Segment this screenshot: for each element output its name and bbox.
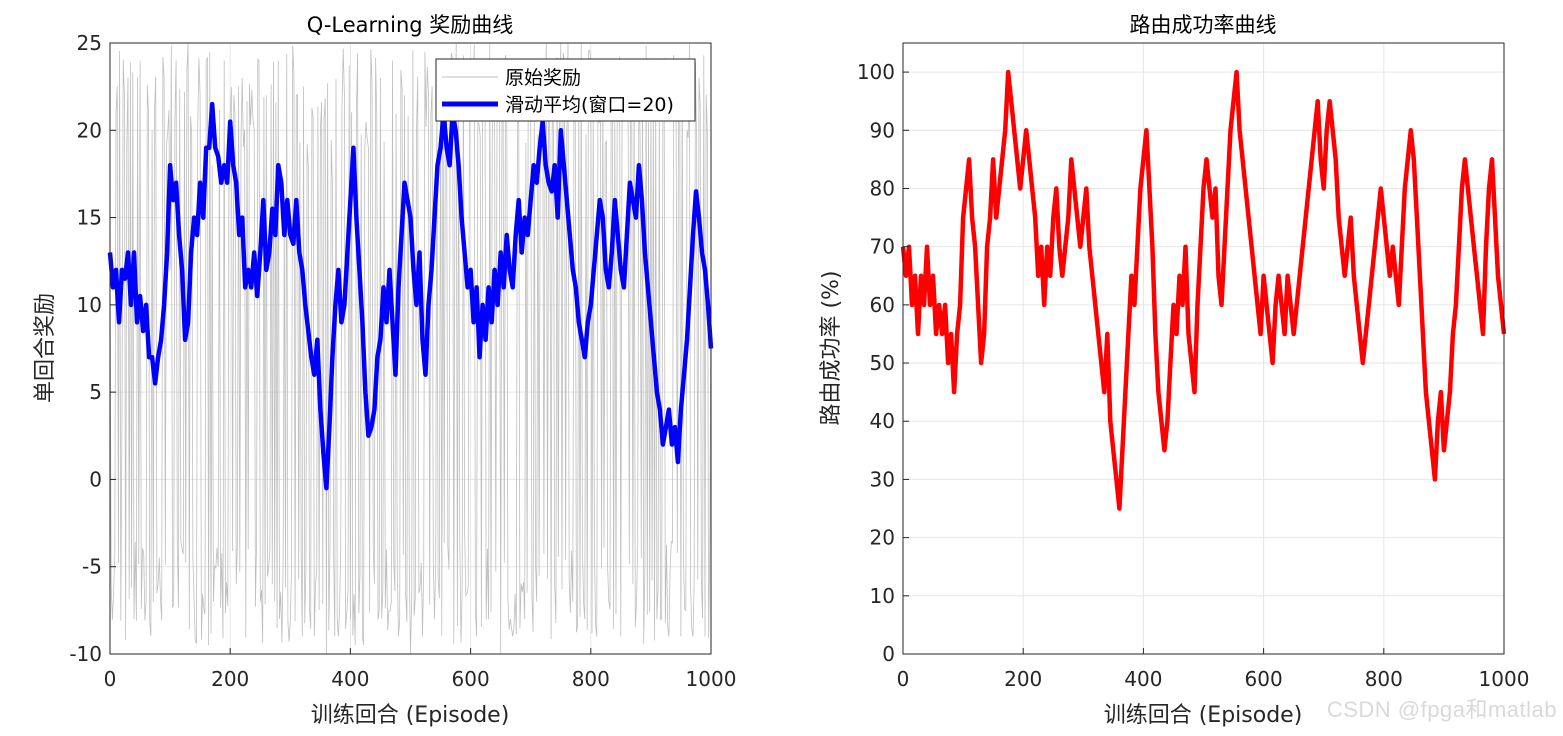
reward-ytick-label: -10 (69, 642, 102, 666)
reward-legend: 原始奖励 滑动平均(窗口=20) (435, 58, 696, 122)
success-ytick-label: 30 (870, 467, 895, 491)
success-ytick-label: 10 (870, 584, 895, 608)
reward-ytick-label: 5 (89, 380, 102, 404)
reward-ticks: 0 200 400 600 800 1000 -10 -5 0 5 10 15 20 25 (69, 31, 736, 691)
success-ytick-label: 80 (870, 176, 895, 200)
reward-xtick-label: 400 (331, 667, 369, 691)
success-grid (902, 43, 1505, 655)
reward-xtick-label: 200 (211, 667, 249, 691)
raw-reward-line (109, 42, 712, 655)
smoothed-reward-series (107, 101, 714, 491)
success-chart-title: 路由成功率曲线 (1130, 13, 1277, 37)
success-xtick-label: 200 (1004, 667, 1042, 691)
watermark: CSDN @fpga和matlab (1326, 697, 1557, 722)
success-xtick-label: 600 (1245, 667, 1283, 691)
success-ytick-label: 50 (870, 351, 895, 375)
reward-ytick-label: 20 (77, 118, 102, 142)
success-ytick-label: 0 (882, 642, 895, 666)
reward-xtick-label: 800 (572, 667, 610, 691)
reward-xtick-label: 600 (452, 667, 490, 691)
success-xtick-label: 400 (1124, 667, 1162, 691)
reward-x-label: 训练回合 (Episode) (311, 703, 510, 728)
legend-box (435, 58, 696, 122)
reward-xtick-label: 0 (104, 667, 117, 691)
reward-ytick-label: 10 (77, 293, 102, 317)
success-x-label: 训练回合 (Episode) (1104, 703, 1303, 728)
success-ytick-label: 40 (870, 409, 895, 433)
success-axes-box (902, 42, 1505, 655)
success-ytick-label: 20 (870, 526, 895, 550)
legend-raw-label: 原始奖励 (505, 67, 581, 89)
reward-y-label: 单回合奖励 (33, 293, 58, 403)
success-ytick-label: 100 (857, 60, 895, 84)
success-ytick-label: 60 (870, 293, 895, 317)
reward-xtick-label: 1000 (686, 667, 737, 691)
success-rate-chart: 0 200 400 600 800 10000102030405060708090100 … (819, 13, 1529, 728)
reward-chart-title: Q-Learning 奖励曲线 (307, 13, 514, 37)
success-rate-line (900, 69, 1507, 511)
reward-ytick-label: 15 (77, 206, 102, 230)
success-xtick-label: 0 (897, 667, 910, 691)
success-ytick-label: 90 (870, 118, 895, 142)
success-xtick-label: 1000 (1479, 667, 1530, 691)
smooth-reward-line (107, 101, 714, 491)
success-y-label: 路由成功率 (%) (819, 270, 844, 425)
success-ytick-label: 70 (870, 235, 895, 259)
legend-smooth-label: 滑动平均(窗口=20) (505, 94, 674, 116)
reward-ytick-label: -5 (82, 555, 102, 579)
raw-reward-series (109, 42, 712, 655)
reward-ytick-label: 0 (89, 467, 102, 491)
success-rate-series (900, 69, 1507, 511)
success-ticks: 0 200 400 600 800 1000 0 10 20 30 40 50 60 70 80 90 100 (857, 60, 1530, 691)
success-xtick-label: 800 (1365, 667, 1403, 691)
reward-chart: 0 200 400 600 800 1000 -10 -5 0 5 10 15 20 25 Q-Learn… (33, 13, 736, 728)
reward-axes-box (109, 42, 712, 655)
reward-ytick-label: 25 (77, 31, 102, 55)
